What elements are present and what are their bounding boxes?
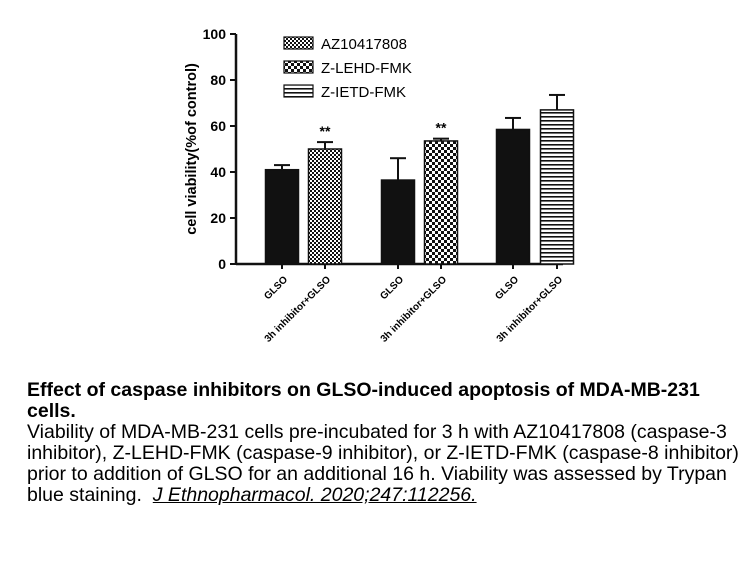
significance-label: **	[436, 120, 447, 136]
y-tick-label: 60	[210, 118, 226, 134]
y-tick-label: 80	[210, 72, 226, 88]
x-tick-label: GLSO	[378, 274, 406, 302]
bar	[264, 168, 300, 265]
legend-swatch	[283, 60, 314, 74]
legend-swatch	[283, 84, 314, 98]
legend: AZ10417808 Z-LEHD-FMK Z-IETD-FMK	[283, 36, 412, 101]
x-tick-label: GLSO	[262, 274, 290, 302]
significance-label: **	[320, 123, 331, 139]
y-tick-label: 40	[210, 164, 226, 180]
caption-title: Effect of caspase inhibitors on GLSO-ind…	[27, 379, 700, 422]
y-tick-label: 0	[218, 256, 226, 272]
bar	[380, 179, 416, 265]
figure-caption: Effect of caspase inhibitors on GLSO-ind…	[27, 380, 747, 506]
legend-label: Z-LEHD-FMK	[321, 60, 412, 77]
y-tick-label: 100	[203, 26, 227, 42]
legend-label: AZ10417808	[321, 36, 407, 53]
caption-text: Viability of MDA-MB-231 cells pre-incuba…	[27, 421, 739, 506]
chart: 0 20 40 60 80 100 cell viability(%of control) G…	[184, 26, 575, 345]
bar	[307, 148, 343, 265]
bars: ** **	[264, 93, 575, 265]
legend-swatch	[283, 36, 314, 50]
bar	[495, 128, 531, 265]
legend-label: Z-IETD-FMK	[321, 84, 406, 101]
y-axis-label: cell viability(%of control)	[184, 63, 200, 235]
x-tick-label: GLSO	[493, 274, 521, 302]
caption-body: Viability of MDA-MB-231 cells pre-incuba…	[27, 422, 747, 506]
caption-citation[interactable]: J Ethnopharmacol. 2020;247:112256.	[152, 484, 477, 506]
y-tick-label: 20	[210, 210, 226, 226]
bar	[539, 109, 575, 265]
bar	[423, 140, 459, 265]
